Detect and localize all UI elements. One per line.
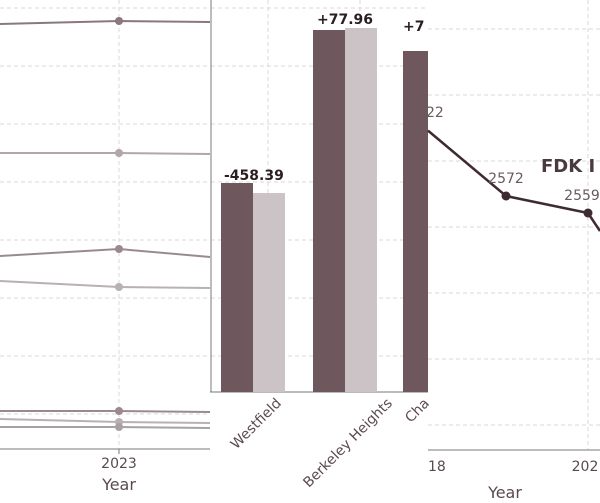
left-gridlines (0, 0, 210, 449)
left-series-point (115, 423, 123, 431)
right-x-ticks: 18 202 (428, 459, 598, 475)
middle-bar (403, 51, 428, 392)
left-series-line (0, 280, 211, 289)
left-series-line (0, 247, 211, 258)
middle-data-labels: -458.39 +77.96 +7 (224, 12, 424, 184)
right-series-point (501, 191, 511, 201)
right-chart-title: FDK I (541, 156, 595, 177)
left-series-point (115, 407, 123, 415)
left-series-point (115, 283, 123, 291)
middle-bar-data-label: +77.96 (317, 12, 373, 28)
left-series-line (0, 152, 211, 155)
right-series-point (583, 208, 593, 218)
right-series: 22 2572 2559 (426, 105, 600, 232)
left-series-line (0, 418, 211, 424)
right-series-line (427, 129, 600, 232)
right-point-label: 2559 (564, 188, 600, 204)
right-x-tick-label: 202 (572, 459, 599, 475)
right-point-label: 2572 (488, 171, 524, 187)
left-series-line (0, 19, 211, 25)
middle-bar-data-label: +7 (403, 19, 424, 35)
middle-category-label: Berkeley Heights (300, 396, 395, 491)
middle-category-label: Cha (402, 396, 433, 427)
right-point-label: 22 (426, 105, 444, 121)
left-x-axis-label: Year (101, 475, 136, 494)
middle-bar-data-label: -458.39 (224, 168, 284, 184)
left-series-point (115, 245, 123, 253)
left-line-chart: 2023 Year (0, 0, 211, 494)
left-series-line (0, 426, 211, 429)
middle-bar-chart: -458.39 +77.96 +7 Westfield Berkeley Height… (210, 0, 433, 491)
middle-category-label: Westfield (228, 396, 285, 453)
middle-bars (221, 28, 428, 392)
right-line-chart: 22 2572 2559 FDK I 18 202 Year (426, 0, 600, 502)
right-gridlines (428, 0, 600, 450)
middle-bar (253, 193, 285, 392)
left-series-lines (0, 17, 211, 431)
middle-bar (221, 183, 253, 392)
middle-category-labels: Westfield Berkeley Heights Cha (228, 396, 433, 491)
middle-bar (313, 30, 345, 392)
right-x-tick-label: 18 (428, 459, 446, 475)
right-x-axis-label: Year (487, 483, 522, 502)
left-series-line (0, 410, 211, 413)
middle-bar (345, 28, 377, 392)
left-x-ticks: 2023 (101, 449, 137, 472)
left-x-tick-label: 2023 (101, 456, 137, 472)
left-series-point (115, 17, 123, 25)
left-series-point (115, 149, 123, 157)
